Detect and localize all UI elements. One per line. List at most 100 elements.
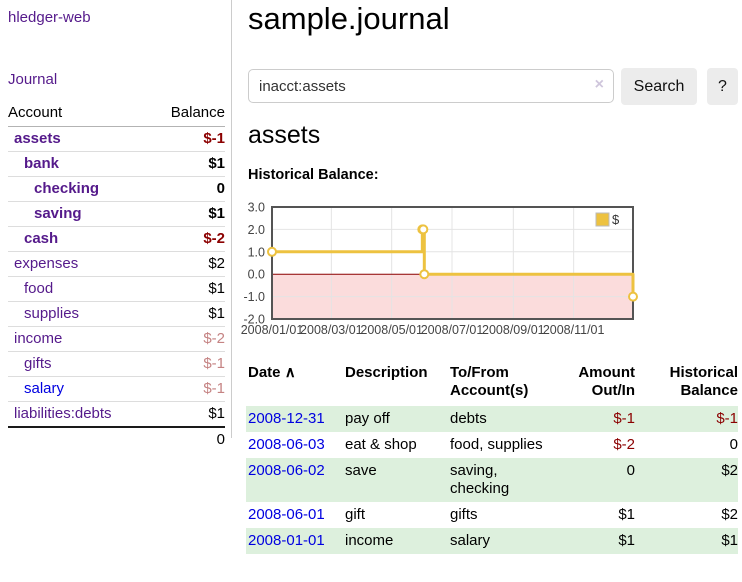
register-date-link[interactable]: 2008-06-01 <box>248 506 325 523</box>
data-point[interactable] <box>419 269 430 280</box>
register-row: 2008-06-01 gift gifts $1 $2 <box>246 502 738 528</box>
accounts-header-balance: Balance <box>150 102 225 127</box>
register-description: eat & shop <box>345 436 417 453</box>
sidebar-account-salary[interactable]: salary <box>24 380 65 397</box>
y-axis-tick-label: 3.0 <box>248 201 265 215</box>
search-form: × Search ? <box>248 68 742 105</box>
data-point[interactable] <box>628 291 638 302</box>
account-balance: $2 <box>150 251 225 277</box>
data-point[interactable] <box>418 224 429 235</box>
sidebar-account-supplies[interactable]: supplies <box>24 305 80 322</box>
sidebar-account-bank[interactable]: bank <box>24 155 60 172</box>
search-input[interactable] <box>248 69 614 103</box>
sidebar-account-assets[interactable]: assets <box>14 130 61 147</box>
register-accounts: saving, checking <box>450 462 510 497</box>
register-date-link[interactable]: 2008-06-03 <box>248 436 325 453</box>
sidebar-account-checking[interactable]: checking <box>34 180 100 197</box>
account-row: gifts $-1 <box>8 351 225 377</box>
sidebar-account-cash[interactable]: cash <box>24 230 59 247</box>
register-row: 2008-01-01 income salary $1 $1 <box>246 528 738 554</box>
account-row: liabilities:debts $1 <box>8 402 225 428</box>
account-row: bank $1 <box>8 151 225 177</box>
register-header-date-label: Date <box>248 364 281 381</box>
register-amount: 0 <box>626 462 635 479</box>
account-row: income $-2 <box>8 326 225 352</box>
sidebar-account-saving[interactable]: saving <box>34 205 82 222</box>
legend-swatch <box>595 212 610 227</box>
sidebar: hledger-web Journal Account Balance asse… <box>0 0 232 452</box>
help-button[interactable]: ? <box>707 68 738 105</box>
accounts-total-balance: 0 <box>150 426 225 452</box>
accounts-total-row: 0 <box>8 426 225 452</box>
search-button[interactable]: Search <box>621 68 697 105</box>
account-row: expenses $2 <box>8 251 225 277</box>
x-axis-tick-label: 2008/09/01 <box>482 323 545 337</box>
register-accounts: gifts <box>450 506 478 523</box>
register-row: 2008-06-03 eat & shop food, supplies $-2 0 <box>246 432 738 458</box>
y-axis-tick-label: -2.0 <box>243 313 265 327</box>
sidebar-account-expenses[interactable]: expenses <box>14 255 79 272</box>
register-balance: 0 <box>729 436 738 453</box>
register-date-link[interactable]: 2008-12-31 <box>248 410 325 427</box>
account-balance: $1 <box>150 201 225 227</box>
legend-label: $ <box>612 212 620 227</box>
register-description: pay off <box>345 410 390 427</box>
register-accounts: salary <box>450 532 491 549</box>
account-row: assets $-1 <box>8 126 225 152</box>
register-date-link[interactable]: 2008-06-02 <box>248 462 325 479</box>
register-balance: $-1 <box>716 410 738 427</box>
register-description: save <box>345 462 377 479</box>
register-table: Date ∧ Description To/From Account(s) Am… <box>246 362 738 554</box>
accounts-table: Account Balance assets $-1 bank $1 checking 0… <box>8 102 225 452</box>
sidebar-account-liabilities-debts[interactable]: liabilities:debts <box>14 405 112 422</box>
account-row: saving $1 <box>8 201 225 227</box>
y-axis-tick-label: 0.0 <box>248 268 265 282</box>
register-accounts: debts <box>450 410 487 427</box>
sidebar-account-gifts[interactable]: gifts <box>24 355 52 372</box>
chart-border <box>271 206 634 320</box>
clear-search-icon[interactable]: × <box>594 76 604 93</box>
register-header-row: Date ∧ Description To/From Account(s) Am… <box>246 362 738 406</box>
y-axis-tick-label: 1.0 <box>248 245 265 259</box>
account-balance: $-1 <box>150 126 225 152</box>
account-balance: $1 <box>150 301 225 327</box>
x-axis-tick-label: 2008/01/01 <box>241 323 304 337</box>
register-header-date[interactable]: Date ∧ <box>246 362 345 406</box>
x-axis-tick-label: 2008/11/01 <box>543 323 605 337</box>
account-row: supplies $1 <box>8 301 225 327</box>
register-row: 2008-06-02 save saving, checking 0 $2 <box>246 458 738 502</box>
account-balance: $1 <box>208 405 225 422</box>
historical-balance-chart[interactable]: $3.0 2.0 1.0 0.0 -1.0 -2.02008/01/012008/03/0… <box>240 200 740 342</box>
register-balance: $2 <box>721 462 738 479</box>
brand-link[interactable]: hledger-web <box>8 9 91 26</box>
account-row: checking 0 <box>8 176 225 202</box>
data-point[interactable] <box>267 246 277 257</box>
register-description: gift <box>345 506 366 523</box>
account-row: salary $-1 <box>8 376 225 402</box>
nav-journal-link[interactable]: Journal <box>8 71 58 88</box>
sidebar-account-food[interactable]: food <box>24 280 54 297</box>
register-date-link[interactable]: 2008-01-01 <box>248 532 325 549</box>
sidebar-account-income[interactable]: income <box>14 330 63 347</box>
search-box: × <box>248 69 614 103</box>
account-balance: $1 <box>150 276 225 302</box>
x-axis-tick-label: 2008/03/01 <box>300 323 363 337</box>
nav: Journal <box>8 71 57 88</box>
y-axis-tick-label: 2.0 <box>248 223 265 237</box>
brand: hledger-web <box>8 9 91 26</box>
account-balance: $-2 <box>150 326 225 352</box>
register-amount: $-2 <box>613 436 635 453</box>
register-amount: $1 <box>618 532 635 549</box>
register-accounts: food, supplies <box>450 436 543 453</box>
register-row: 2008-12-31 pay off debts $-1 $-1 <box>246 406 738 432</box>
account-balance: $-1 <box>150 376 225 402</box>
accounts-header-row: Account Balance <box>8 102 225 127</box>
account-row: cash $-2 <box>8 226 225 252</box>
account-balance: 0 <box>150 176 225 202</box>
register-description: income <box>345 532 394 549</box>
y-axis-tick-label: -1.0 <box>243 290 265 304</box>
register-header-balance: Historical Balance <box>669 364 738 399</box>
register-header-amount: Amount Out/In <box>578 364 635 399</box>
register-balance: $2 <box>721 506 738 523</box>
accounts-header-account: Account <box>8 102 151 127</box>
